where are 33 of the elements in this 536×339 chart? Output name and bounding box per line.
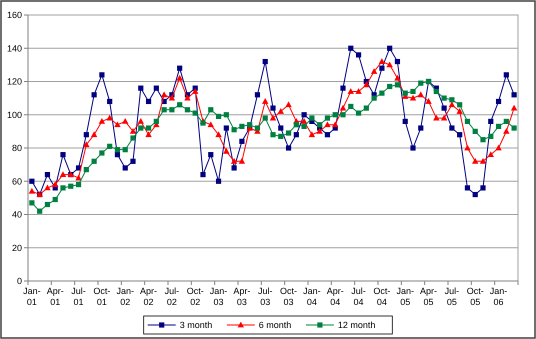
x-tick-label: Jan-06 <box>490 286 508 307</box>
y-tick-label: 0 <box>16 276 22 286</box>
x-tick-label: Jan-04 <box>303 286 321 307</box>
x-tick-label: Jan-01 <box>23 286 41 307</box>
x-tick-label: Jul-05 <box>444 286 460 307</box>
x-tick-label: Oct-02 <box>186 286 204 307</box>
y-tick-label: 160 <box>6 10 22 20</box>
x-tick-label: Apr-01 <box>46 286 64 307</box>
x-tick-label: Jan-03 <box>210 286 228 307</box>
y-tick-label: 60 <box>12 176 22 186</box>
legend-label: 6 month <box>258 320 292 330</box>
y-tick-label: 80 <box>12 143 22 154</box>
x-tick-label: Jul-02 <box>164 286 180 307</box>
x-tick-label: Oct-03 <box>280 286 298 307</box>
legend-label: 12 month <box>338 320 376 330</box>
y-tick-label: 40 <box>12 210 22 220</box>
x-tick-label: Oct-04 <box>373 286 390 307</box>
x-tick-label: Apr-02 <box>140 286 158 307</box>
y-tick-label: 20 <box>12 242 22 253</box>
x-tick-label: Jan-05 <box>396 286 414 307</box>
x-tick-label: Jan-02 <box>116 286 134 307</box>
x-tick-label: Oct-05 <box>466 286 484 307</box>
legend-label: 3 month <box>180 320 212 330</box>
y-tick-label: 120 <box>6 76 22 87</box>
y-tick-label: 100 <box>6 110 22 120</box>
x-tick-label: Jul-03 <box>258 286 272 307</box>
y-tick-label: 140 <box>6 43 22 54</box>
x-tick-label: Oct-01 <box>93 286 110 307</box>
x-tick-label: Apr-04 <box>326 286 344 307</box>
x-tick-label: Jul-04 <box>351 286 366 307</box>
x-tick-label: Jul-01 <box>71 286 86 307</box>
x-tick-label: Apr-03 <box>233 286 250 307</box>
x-tick-label: Apr-05 <box>420 286 438 307</box>
